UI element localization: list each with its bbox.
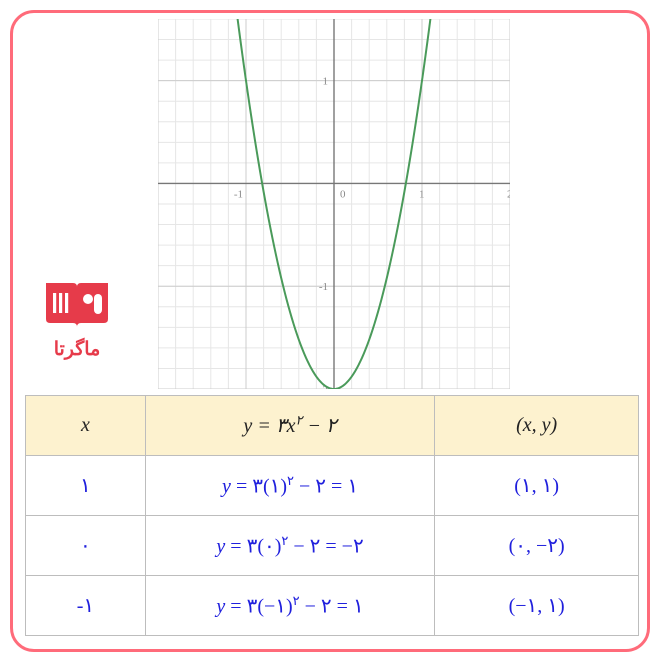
svg-text:-1: -1 xyxy=(234,188,243,200)
chart-container: -2-1012-2-11 xyxy=(158,19,510,389)
table-row: ۰y = ۳(۰)۲ − ۲ = −۲(۰, −۲) xyxy=(26,516,639,576)
parabola-chart: -2-1012-2-11 xyxy=(158,19,510,389)
data-table: x y = ۳x۲ − ۲ (x, y) ۱y = ۳(۱)۲ − ۲ = ۱(… xyxy=(25,395,639,636)
svg-text:1: 1 xyxy=(419,188,425,200)
table-header-row: x y = ۳x۲ − ۲ (x, y) xyxy=(26,396,639,456)
cell-x: -۱ xyxy=(26,576,146,636)
cell-y: y = ۳(−۱)۲ − ۲ = ۱ xyxy=(145,576,435,636)
cell-y: y = ۳(۱)۲ − ۲ = ۱ xyxy=(145,456,435,516)
cell-x: ۰ xyxy=(26,516,146,576)
header-y: y = ۳x۲ − ۲ xyxy=(145,396,435,456)
svg-text:-1: -1 xyxy=(319,281,328,293)
table-row: -۱y = ۳(−۱)۲ − ۲ = ۱(−۱, ۱) xyxy=(26,576,639,636)
table-row: ۱y = ۳(۱)۲ − ۲ = ۱(۱, ۱) xyxy=(26,456,639,516)
header-x: x xyxy=(26,396,146,456)
svg-text:2: 2 xyxy=(507,188,510,200)
header-xy: (x, y) xyxy=(435,396,639,456)
cell-xy: (۰, −۲) xyxy=(435,516,639,576)
logo-text: ماگرتا xyxy=(27,338,127,361)
frame: -2-1012-2-11 ماگرتا x y = ۳x۲ − ۲ (x, y)… xyxy=(10,10,650,652)
cell-xy: (−۱, ۱) xyxy=(435,576,639,636)
svg-text:1: 1 xyxy=(323,76,329,88)
cell-x: ۱ xyxy=(26,456,146,516)
book-icon xyxy=(40,275,114,331)
cell-y: y = ۳(۰)۲ − ۲ = −۲ xyxy=(145,516,435,576)
table-body: ۱y = ۳(۱)۲ − ۲ = ۱(۱, ۱)۰y = ۳(۰)۲ − ۲ =… xyxy=(26,456,639,636)
logo: ماگرتا xyxy=(27,275,127,361)
svg-text:0: 0 xyxy=(340,188,346,200)
cell-xy: (۱, ۱) xyxy=(435,456,639,516)
